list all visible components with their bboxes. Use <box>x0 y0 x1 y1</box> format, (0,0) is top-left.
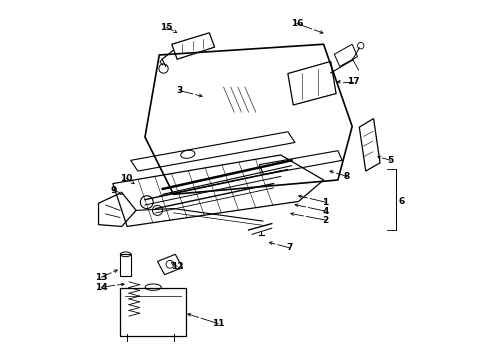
Text: 3: 3 <box>177 86 183 95</box>
Text: 13: 13 <box>95 273 108 282</box>
Text: 11: 11 <box>212 319 224 328</box>
Text: 6: 6 <box>398 197 405 206</box>
Text: 2: 2 <box>322 216 328 225</box>
Text: 7: 7 <box>287 243 293 252</box>
Text: 8: 8 <box>343 172 350 181</box>
Text: 15: 15 <box>160 23 172 32</box>
Text: 16: 16 <box>291 19 303 28</box>
Text: 14: 14 <box>95 283 108 292</box>
Text: 4: 4 <box>322 207 329 216</box>
Text: 17: 17 <box>346 77 359 86</box>
Text: 1: 1 <box>322 198 328 207</box>
Text: 9: 9 <box>110 185 117 194</box>
Text: 5: 5 <box>388 156 394 165</box>
Text: 10: 10 <box>120 174 133 183</box>
Text: 12: 12 <box>171 262 183 271</box>
